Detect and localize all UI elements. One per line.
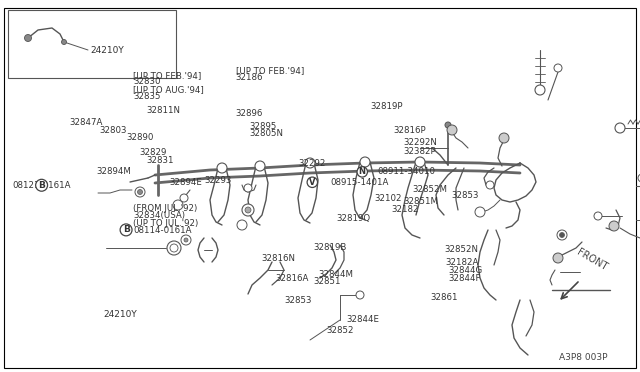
Circle shape	[356, 291, 364, 299]
Circle shape	[445, 122, 451, 128]
Circle shape	[307, 177, 317, 187]
Text: 32844F: 32844F	[448, 274, 481, 283]
Circle shape	[554, 64, 562, 72]
Text: 32829: 32829	[140, 148, 167, 157]
Text: FRONT: FRONT	[575, 247, 609, 272]
Text: 32852N: 32852N	[444, 246, 478, 254]
Text: 32805N: 32805N	[250, 129, 284, 138]
Text: [UP TO FEB.'94]: [UP TO FEB.'94]	[236, 66, 304, 75]
Text: 32102: 32102	[374, 194, 402, 203]
Circle shape	[305, 158, 315, 168]
Text: 32861: 32861	[430, 293, 458, 302]
Circle shape	[244, 184, 252, 192]
Circle shape	[535, 85, 545, 95]
Text: 32894E: 32894E	[170, 178, 202, 187]
Circle shape	[475, 207, 485, 217]
Text: N: N	[359, 167, 365, 176]
Text: (UP TO JUL.'92): (UP TO JUL.'92)	[133, 219, 198, 228]
Text: 32292: 32292	[298, 159, 326, 168]
Circle shape	[36, 179, 47, 191]
Circle shape	[557, 230, 567, 240]
Text: 32894M: 32894M	[96, 167, 131, 176]
Text: 32853: 32853	[452, 191, 479, 200]
Text: 32816P: 32816P	[393, 126, 426, 135]
Text: 32851M: 32851M	[403, 197, 438, 206]
Circle shape	[24, 35, 31, 42]
Circle shape	[559, 232, 564, 237]
Text: 08121-0161A: 08121-0161A	[13, 181, 71, 190]
Circle shape	[245, 207, 251, 213]
Text: 32852M: 32852M	[412, 185, 447, 194]
Text: 32896: 32896	[236, 109, 263, 118]
Text: 32844E: 32844E	[347, 315, 380, 324]
Bar	[8, 10, 176, 78]
Text: 32186: 32186	[236, 73, 263, 82]
Text: 32819P: 32819P	[370, 102, 403, 111]
Text: 08911-34010: 08911-34010	[378, 167, 436, 176]
Circle shape	[138, 189, 143, 195]
Circle shape	[447, 125, 457, 135]
Text: 24210Y: 24210Y	[90, 45, 124, 55]
Text: 32847A: 32847A	[69, 118, 102, 127]
Circle shape	[499, 133, 509, 143]
Text: 32851: 32851	[314, 278, 341, 286]
Circle shape	[170, 244, 178, 252]
Text: (FROM JUL.'92): (FROM JUL.'92)	[133, 204, 197, 213]
Text: 24210Y: 24210Y	[104, 310, 138, 319]
Circle shape	[173, 200, 183, 210]
Text: 32852: 32852	[326, 326, 354, 335]
Text: [UP TO AUG.'94]: [UP TO AUG.'94]	[133, 86, 204, 94]
Text: 32811N: 32811N	[146, 106, 180, 115]
Text: 32816N: 32816N	[261, 254, 295, 263]
Text: 08915-1401A: 08915-1401A	[330, 178, 388, 187]
Text: 32844G: 32844G	[448, 266, 483, 275]
Text: 32182: 32182	[392, 205, 419, 214]
Circle shape	[553, 253, 563, 263]
Text: 32816A: 32816A	[275, 274, 308, 283]
Circle shape	[61, 39, 67, 45]
Circle shape	[180, 194, 188, 202]
Circle shape	[415, 157, 425, 167]
Text: 32895: 32895	[250, 122, 277, 131]
Circle shape	[594, 212, 602, 220]
Text: 32803: 32803	[99, 126, 127, 135]
Circle shape	[486, 181, 494, 189]
Circle shape	[255, 161, 265, 171]
Circle shape	[184, 238, 188, 242]
Circle shape	[357, 167, 367, 177]
Text: A3P8 003P: A3P8 003P	[559, 353, 608, 362]
Text: 32382P: 32382P	[403, 147, 436, 155]
Text: V: V	[309, 178, 316, 187]
Text: 32890: 32890	[127, 133, 154, 142]
Circle shape	[638, 174, 640, 182]
Text: 32835: 32835	[133, 92, 161, 101]
Circle shape	[167, 241, 181, 255]
Text: 32293: 32293	[205, 176, 232, 185]
Text: 32292N: 32292N	[403, 138, 437, 147]
Circle shape	[609, 221, 619, 231]
Circle shape	[217, 163, 227, 173]
Circle shape	[181, 235, 191, 245]
Text: B: B	[38, 181, 45, 190]
Text: B: B	[123, 225, 129, 234]
Text: 32830: 32830	[133, 77, 161, 86]
Text: 32853: 32853	[285, 296, 312, 305]
Text: 32182A: 32182A	[445, 258, 479, 267]
Text: 32831: 32831	[146, 156, 173, 165]
Circle shape	[120, 224, 132, 236]
Text: 32819B: 32819B	[314, 243, 347, 252]
Circle shape	[242, 204, 254, 216]
Circle shape	[615, 123, 625, 133]
Text: [UP TO FEB.'94]: [UP TO FEB.'94]	[133, 71, 202, 80]
Text: 32844M: 32844M	[319, 270, 354, 279]
Text: 32819Q: 32819Q	[337, 214, 371, 223]
Circle shape	[237, 220, 247, 230]
Circle shape	[360, 157, 370, 167]
Text: 08114-0161A: 08114-0161A	[133, 226, 191, 235]
Circle shape	[135, 187, 145, 197]
Text: 32834(USA): 32834(USA)	[133, 211, 185, 220]
